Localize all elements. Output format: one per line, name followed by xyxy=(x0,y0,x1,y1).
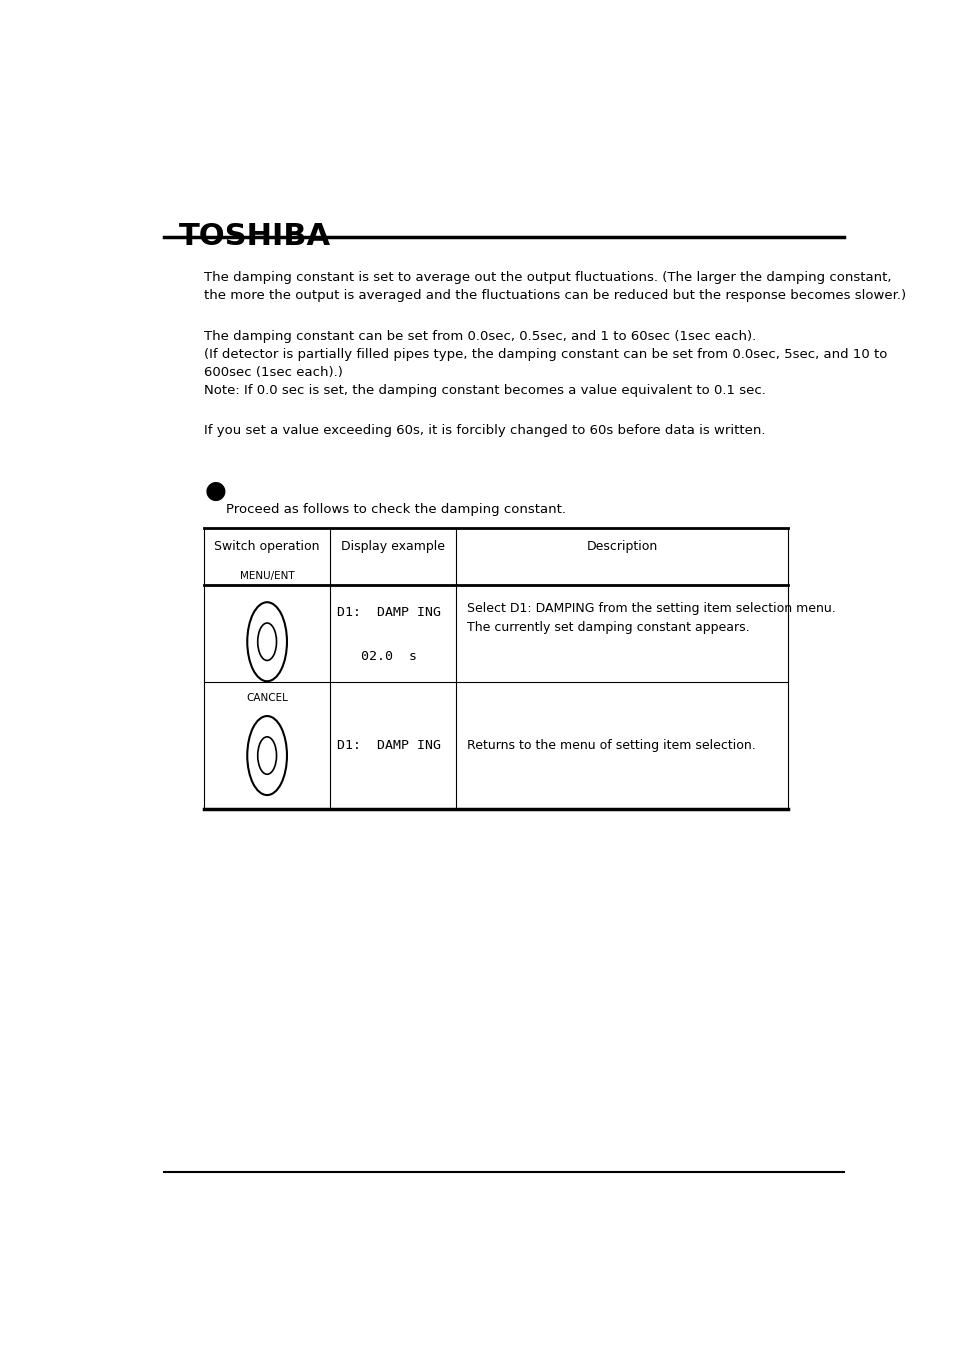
Text: MENU/ENT: MENU/ENT xyxy=(239,571,294,582)
Text: Description: Description xyxy=(586,540,657,553)
Text: Returns to the menu of setting item selection.: Returns to the menu of setting item sele… xyxy=(466,738,755,752)
Text: Select D1: DAMPING from the setting item selection menu.
The currently set dampi: Select D1: DAMPING from the setting item… xyxy=(466,602,835,633)
Text: Switch operation: Switch operation xyxy=(214,540,319,553)
Text: TOSHIBA: TOSHIBA xyxy=(178,223,330,251)
Text: D1:  DAMP ING: D1: DAMP ING xyxy=(337,738,441,752)
Text: Proceed as follows to check the damping constant.: Proceed as follows to check the damping … xyxy=(226,504,566,516)
Text: CANCEL: CANCEL xyxy=(246,694,288,703)
Text: The damping constant can be set from 0.0sec, 0.5sec, and 1 to 60sec (1sec each).: The damping constant can be set from 0.0… xyxy=(204,331,886,397)
Text: D1:  DAMP ING: D1: DAMP ING xyxy=(337,606,441,620)
Text: The damping constant is set to average out the output fluctuations. (The larger : The damping constant is set to average o… xyxy=(204,271,905,302)
Text: 02.0  s: 02.0 s xyxy=(337,649,416,663)
Text: If you set a value exceeding 60s, it is forcibly changed to 60s before data is w: If you set a value exceeding 60s, it is … xyxy=(204,424,765,437)
Text: ●: ● xyxy=(204,479,226,504)
Text: Display example: Display example xyxy=(340,540,444,553)
